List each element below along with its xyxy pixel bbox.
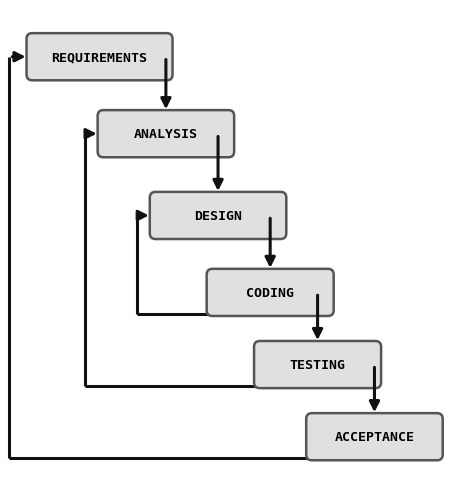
FancyBboxPatch shape [306, 413, 443, 460]
Text: DESIGN: DESIGN [194, 209, 242, 223]
Text: TESTING: TESTING [290, 358, 346, 372]
Text: REQUIREMENTS: REQUIREMENTS [52, 51, 147, 64]
FancyBboxPatch shape [207, 269, 334, 316]
Text: ANALYSIS: ANALYSIS [134, 128, 198, 141]
Text: ACCEPTANCE: ACCEPTANCE [335, 430, 414, 444]
FancyBboxPatch shape [27, 34, 173, 81]
FancyBboxPatch shape [98, 111, 234, 158]
Text: CODING: CODING [246, 286, 294, 300]
FancyBboxPatch shape [254, 341, 381, 388]
FancyBboxPatch shape [150, 192, 286, 240]
